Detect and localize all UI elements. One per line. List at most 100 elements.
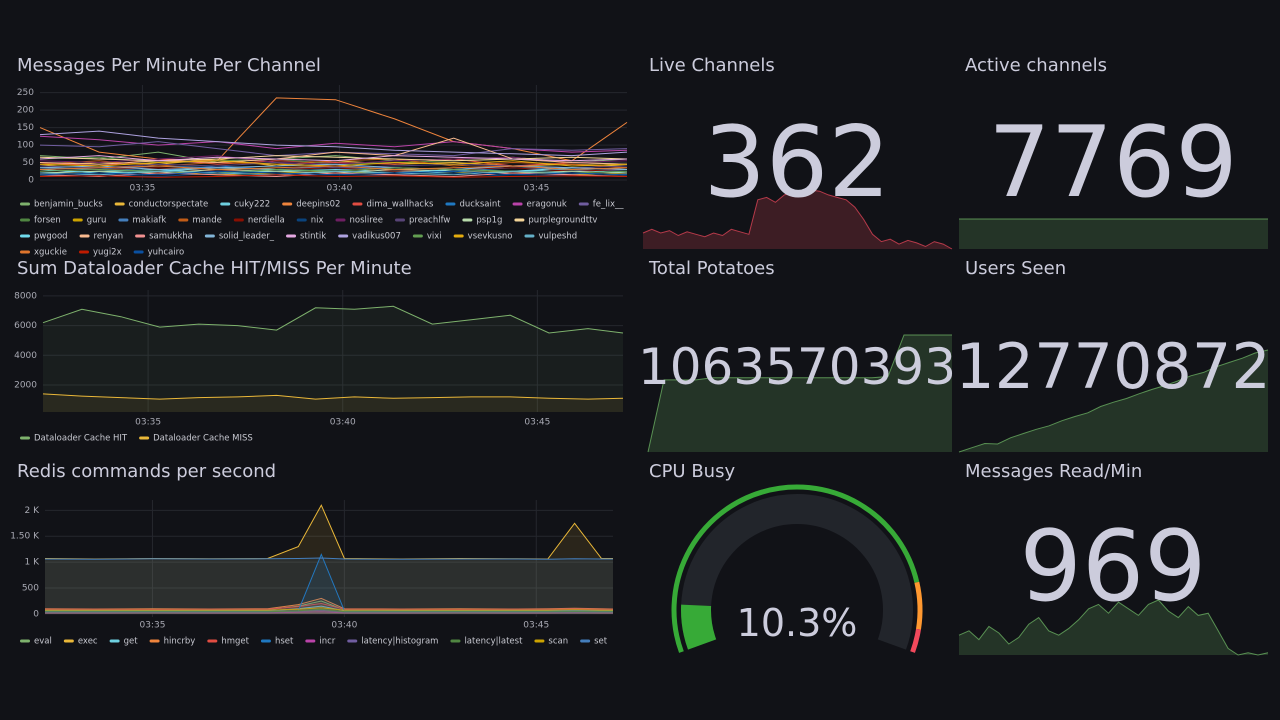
panel-title: Live Channels [649,55,775,76]
stat-value: 12770872 [955,330,1271,403]
legend-swatch [347,639,358,643]
sparkline-area [959,600,1268,655]
legend-swatch [220,202,231,206]
legend-label: dima_wallhacks [366,200,434,210]
series-line [42,393,624,400]
series-area [45,609,613,614]
legend-label: nerdiella [248,216,285,226]
legend-swatch [63,639,74,643]
legend-label: makiafk [132,216,166,226]
stat-value: 1063570393 [638,338,956,396]
legend-label: vadikus007 [352,232,401,242]
series-line [45,602,613,611]
y-tick-label: 200 [17,106,34,116]
legend-swatch [135,234,146,238]
legend-label: nosliree [350,216,384,226]
legend-label: forsen [34,216,61,226]
legend-label: get [124,637,139,647]
panel-title: Total Potatoes [648,258,775,279]
legend-label: exec [78,637,98,647]
legend-label: samukkha [149,232,193,242]
panel-title: Sum Dataloader Cache HIT/MISS Per Minute [17,258,412,279]
legend-label: psp1g [476,216,502,226]
series-line [44,557,613,560]
legend-label: Dataloader Cache HIT [34,434,128,444]
panel-title: Active channels [965,55,1107,76]
series-area [45,610,613,614]
x-tick-label: 03:35 [139,621,165,631]
stat-value: 969 [1019,510,1206,624]
legend-swatch [118,218,129,222]
legend-swatch [335,218,346,222]
series-area [45,558,613,614]
y-tick-label: 0 [33,609,39,619]
series-area [45,607,613,614]
legend-label: eval [34,637,52,647]
legend-swatch [352,202,363,206]
legend-swatch [260,639,271,643]
legend-label: mande [192,216,222,226]
series-line [39,158,628,167]
legend-swatch [524,234,535,238]
y-tick-label: 250 [17,88,34,98]
series-line [45,608,613,613]
stat-value: 362 [703,106,890,220]
legend-label: ducksaint [459,200,501,210]
sparkline-area [648,335,952,452]
legend-label: set [594,637,608,647]
series-line [39,170,628,176]
gauge-value-label: 10.3% [737,601,858,645]
legend-swatch [139,436,150,440]
sparkline [642,189,953,250]
legend-swatch [149,639,160,643]
series-area [43,306,623,412]
legend-swatch [395,218,406,222]
y-tick-label: 50 [23,158,35,168]
legend-swatch [20,639,30,643]
legend-label: stintik [300,232,326,242]
x-tick-label: 03:45 [523,621,549,631]
legend-label: vsevkusno [468,232,513,242]
x-tick-label: 03:45 [523,184,549,194]
panel-title: Messages Read/Min [965,461,1142,482]
legend-label: yuhcairo [148,248,185,258]
legend-swatch [450,639,461,643]
legend-swatch [114,202,125,206]
legend-swatch [204,234,215,238]
legend-swatch [20,234,30,238]
y-tick-label: 4000 [14,351,37,361]
panel-title: Messages Per Minute Per Channel [17,55,321,76]
legend-label: scan [548,637,568,647]
sparkline-area [959,350,1268,452]
gauge-threshold [671,484,920,653]
legend-swatch [233,218,244,222]
legend-swatch [20,250,30,254]
x-tick-label: 03:40 [326,184,352,194]
series-line [39,155,628,162]
series-line [42,305,624,334]
legend-swatch [20,436,30,440]
sparkline-area [959,219,1268,249]
x-tick-label: 03:40 [330,418,356,428]
legend-swatch [534,639,545,643]
x-tick-label: 03:40 [331,621,357,631]
series-line [39,137,628,165]
legend-swatch [445,202,456,206]
legend-label: hmget [221,637,249,647]
legend-label: solid_leader_ [219,232,275,242]
legend-swatch [109,639,120,643]
sparkline [647,334,952,453]
legend-swatch [207,639,218,643]
x-tick-label: 03:35 [129,184,155,194]
legend-swatch [580,639,591,643]
series-area [45,611,613,614]
legend-label: latency|histogram [361,637,438,647]
panel-title: Redis commands per second [17,461,276,482]
legend-label: nix [311,216,324,226]
legend-label: guru [87,216,107,226]
gauge-threshold [910,628,921,653]
legend-label: latency|latest [464,637,523,647]
legend-label: yugi2x [93,248,122,258]
